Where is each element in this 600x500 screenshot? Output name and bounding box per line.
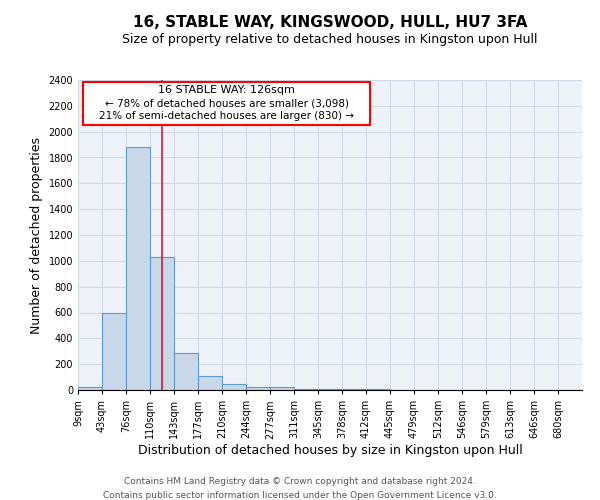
Y-axis label: Number of detached properties: Number of detached properties [30,136,43,334]
Text: Contains HM Land Registry data © Crown copyright and database right 2024.: Contains HM Land Registry data © Crown c… [124,478,476,486]
Text: Contains public sector information licensed under the Open Government Licence v3: Contains public sector information licen… [103,491,497,500]
Bar [198,376,222,390]
Bar [270,388,294,390]
Bar [222,384,246,390]
Text: ← 78% of detached houses are smaller (3,098): ← 78% of detached houses are smaller (3,… [104,98,349,108]
Text: 21% of semi-detached houses are larger (830) →: 21% of semi-detached houses are larger (… [99,111,354,121]
FancyBboxPatch shape [83,82,370,125]
X-axis label: Distribution of detached houses by size in Kingston upon Hull: Distribution of detached houses by size … [137,444,523,457]
Text: 16 STABLE WAY: 126sqm: 16 STABLE WAY: 126sqm [158,84,295,94]
Bar [102,312,126,390]
Bar [174,352,198,390]
Bar [246,387,270,390]
Text: 16, STABLE WAY, KINGSWOOD, HULL, HU7 3FA: 16, STABLE WAY, KINGSWOOD, HULL, HU7 3FA [133,15,527,30]
Bar [78,388,102,390]
Bar [126,147,150,390]
Text: Size of property relative to detached houses in Kingston upon Hull: Size of property relative to detached ho… [122,32,538,46]
Bar [150,257,174,390]
